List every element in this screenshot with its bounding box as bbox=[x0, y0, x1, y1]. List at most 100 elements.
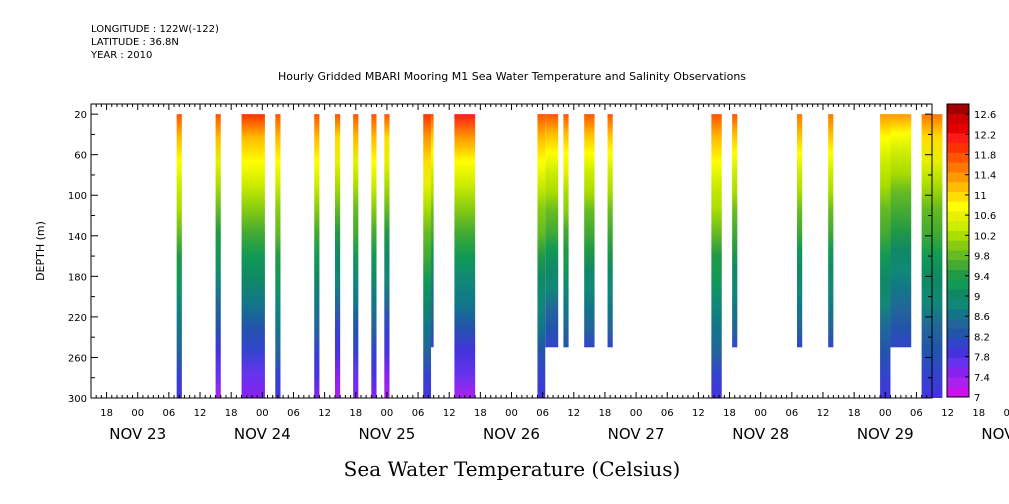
x-hour-tick-label: 18 bbox=[100, 408, 113, 419]
colorbar-label: 11.8 bbox=[974, 151, 996, 162]
x-hour-tick-label: 00 bbox=[630, 408, 643, 419]
year-label: YEAR : 2010 bbox=[91, 50, 153, 61]
x-hour-tick-label: 12 bbox=[318, 408, 331, 419]
temperature-profile-segment bbox=[353, 114, 359, 398]
colorbar-swatch bbox=[947, 309, 969, 320]
colorbar-label: 9.4 bbox=[974, 272, 990, 283]
temperature-profile-segment bbox=[545, 114, 559, 348]
x-date-label: NOV 27 bbox=[608, 425, 665, 443]
colorbar-swatch bbox=[947, 387, 969, 398]
colorbar-swatch bbox=[947, 152, 969, 163]
temperature-profile-segment bbox=[275, 114, 281, 398]
x-hour-tick-label: 18 bbox=[848, 408, 861, 419]
chart-title: Hourly Gridded MBARI Mooring M1 Sea Wate… bbox=[278, 70, 746, 83]
latitude-label: LATITUDE : 36.8N bbox=[91, 37, 179, 48]
colorbar-label: 8.6 bbox=[974, 312, 990, 323]
x-hour-tick-label: 00 bbox=[879, 408, 892, 419]
longitude-label: LONGITUDE : 122W(-122) bbox=[91, 24, 219, 35]
colorbar-swatch bbox=[947, 143, 969, 154]
temperature-profile-segment bbox=[431, 114, 434, 348]
x-hour-tick-label: 00 bbox=[1004, 408, 1009, 419]
y-tick-label: 260 bbox=[68, 353, 87, 364]
x-hour-tick-label: 18 bbox=[972, 408, 985, 419]
x-date-label: NOV 26 bbox=[483, 425, 540, 443]
colorbar-label: 12.2 bbox=[974, 130, 996, 141]
x-date-label: NOV 30 bbox=[981, 425, 1009, 443]
colorbar-swatch bbox=[947, 348, 969, 359]
temperature-profile-segment bbox=[423, 114, 432, 398]
colorbar-swatch bbox=[947, 182, 969, 193]
x-hour-tick-label: 00 bbox=[505, 408, 518, 419]
colorbar-swatch bbox=[947, 162, 969, 173]
colorbar-swatch bbox=[947, 289, 969, 300]
colorbar-label: 8.2 bbox=[974, 332, 990, 343]
data-segments bbox=[176, 114, 943, 398]
x-hour-tick-label: 12 bbox=[817, 408, 830, 419]
temperature-profile-segment bbox=[215, 114, 221, 398]
temperature-profile-segment bbox=[537, 114, 546, 398]
y-axis-title: DEPTH (m) bbox=[34, 221, 47, 281]
x-hour-tick-label: 00 bbox=[131, 408, 144, 419]
temperature-profile-segment bbox=[334, 114, 341, 398]
x-axis-title: Sea Water Temperature (Celsius) bbox=[344, 457, 681, 481]
colorbar-label: 7.4 bbox=[974, 373, 990, 384]
temperature-profile-segment bbox=[384, 114, 390, 398]
colorbar-swatch bbox=[947, 357, 969, 369]
y-tick-label: 300 bbox=[68, 394, 87, 405]
colorbar-frame bbox=[946, 103, 970, 398]
x-date-label: NOV 25 bbox=[358, 425, 415, 443]
temperature-profile-segment bbox=[890, 114, 912, 348]
colorbar-swatch bbox=[947, 191, 969, 203]
colorbar-label: 12.6 bbox=[974, 110, 996, 121]
x-hour-tick-label: 06 bbox=[287, 408, 300, 419]
x-hour-tick-label: 06 bbox=[536, 408, 549, 419]
x-hour-tick-label: 18 bbox=[723, 408, 736, 419]
colorbar-swatch bbox=[947, 250, 969, 261]
colorbar-swatch bbox=[947, 201, 969, 212]
colorbar-label: 11 bbox=[974, 191, 987, 202]
y-tick-label: 140 bbox=[68, 232, 87, 243]
x-hour-tick-label: 06 bbox=[163, 408, 176, 419]
x-hour-tick-label: 18 bbox=[349, 408, 362, 419]
colorbar-swatch bbox=[947, 123, 969, 134]
x-hour-tick-label: 12 bbox=[443, 408, 456, 419]
x-hour-tick-label: 00 bbox=[754, 408, 767, 419]
temperature-profile-segment bbox=[371, 114, 377, 398]
x-hour-tick-label: 06 bbox=[785, 408, 798, 419]
x-hour-tick-label: 00 bbox=[381, 408, 394, 419]
temperature-profile-segment bbox=[563, 114, 569, 348]
colorbar-swatch bbox=[947, 367, 969, 378]
temperature-profile-segment bbox=[607, 114, 613, 348]
colorbar-swatch bbox=[947, 299, 969, 310]
x-hour-tick-label: 18 bbox=[225, 408, 238, 419]
colorbar-label: 11.4 bbox=[974, 171, 996, 182]
temperature-profile-segment bbox=[314, 114, 320, 398]
y-tick-label: 60 bbox=[74, 151, 87, 162]
x-hour-tick-label: 12 bbox=[194, 408, 207, 419]
colorbar-swatch bbox=[947, 104, 969, 115]
colorbar-swatch bbox=[947, 338, 969, 349]
temperature-profile-segment bbox=[828, 114, 834, 348]
x-date-label: NOV 24 bbox=[234, 425, 291, 443]
colorbar-swatch bbox=[947, 270, 969, 281]
y-tick-label: 100 bbox=[68, 191, 87, 202]
x-date-label: NOV 28 bbox=[732, 425, 789, 443]
temperature-profile-segment bbox=[797, 114, 803, 348]
axes: 18 00 06 12 18 00 06 12 18 00 06 12 18 00 06 12 18 00 06 12… bbox=[68, 104, 1009, 443]
colorbar-swatch bbox=[947, 260, 969, 271]
x-date-label: NOV 29 bbox=[857, 425, 914, 443]
temperature-profile-segment bbox=[241, 114, 265, 398]
x-date-label: NOV 23 bbox=[109, 425, 166, 443]
x-hour-tick-label: 18 bbox=[599, 408, 612, 419]
colorbar-swatch bbox=[947, 221, 969, 232]
colorbar-swatch bbox=[947, 133, 969, 144]
x-hour-tick-label: 06 bbox=[412, 408, 425, 419]
temperature-profile-segment bbox=[711, 114, 722, 398]
colorbar-label: 10.2 bbox=[974, 231, 996, 242]
colorbar-swatch bbox=[947, 172, 969, 183]
colorbar-swatch bbox=[947, 211, 969, 222]
y-tick-label: 180 bbox=[68, 272, 87, 283]
temperature-profile-segment bbox=[176, 114, 182, 398]
colorbar-swatch bbox=[947, 279, 969, 290]
